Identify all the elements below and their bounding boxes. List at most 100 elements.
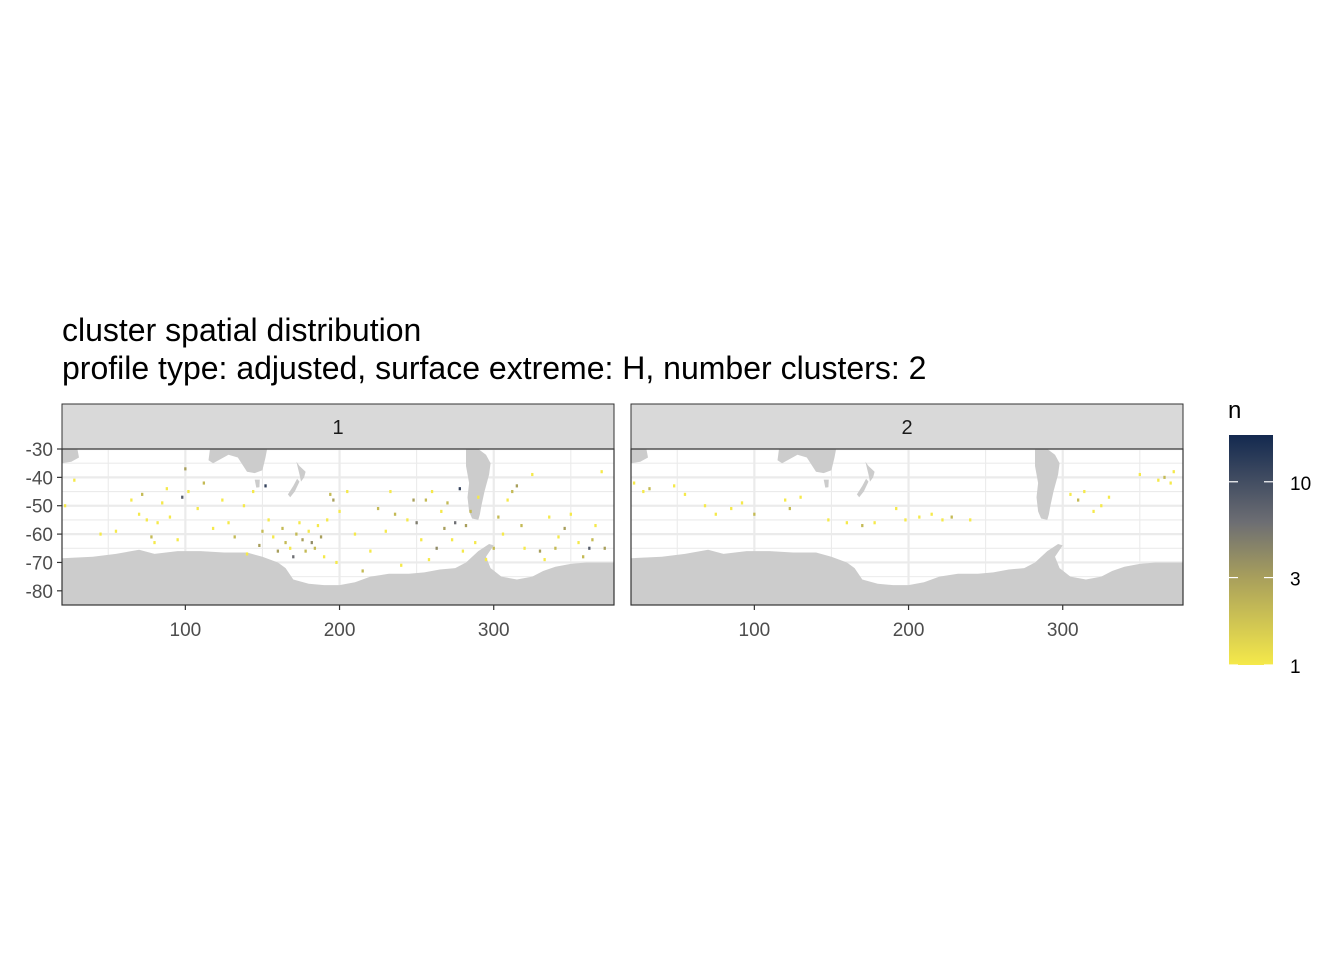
- facet-strip-label: 1: [332, 417, 343, 439]
- y-tick-label: -40: [26, 468, 53, 489]
- panel-border: [630, 448, 1184, 606]
- y-tick-label: -70: [26, 553, 53, 574]
- heatmap-cell: [1172, 470, 1175, 474]
- heatmap-cell: [1092, 509, 1095, 513]
- land-mask-2: [631, 449, 648, 464]
- heatmap-cell: [714, 512, 717, 516]
- heatmap-cell: [137, 512, 141, 516]
- heatmap-cell: [582, 555, 585, 559]
- heatmap-cell: [600, 470, 603, 474]
- panel-border: [61, 448, 615, 606]
- heatmap-cell: [272, 535, 275, 539]
- heatmap-cell: [703, 504, 707, 508]
- x-tick-label: 100: [170, 620, 202, 641]
- heatmap-cell: [603, 546, 606, 550]
- heatmap-cell: [861, 524, 864, 528]
- heatmap-cell: [591, 538, 594, 542]
- land-mask-4: [254, 479, 260, 488]
- heatmap-cell: [523, 546, 526, 550]
- land-mask-3: [777, 449, 837, 474]
- facet-strip-label: 2: [901, 417, 912, 439]
- y-tick-label: -60: [26, 525, 53, 546]
- heatmap-cell: [412, 498, 415, 502]
- heatmap-cell: [799, 495, 802, 499]
- heatmap-cell: [827, 518, 830, 522]
- heatmap-cell: [319, 535, 323, 539]
- chart-subtitle: profile type: adjusted, surface extreme:…: [62, 350, 927, 386]
- land-mask-0: [62, 544, 614, 605]
- land-mask-0: [631, 544, 1183, 605]
- land-mask-2: [62, 449, 79, 464]
- heatmap-cell: [450, 538, 454, 542]
- heatmap-cell: [384, 529, 387, 533]
- heatmap-cell: [474, 541, 477, 545]
- heatmap-cell: [181, 495, 184, 499]
- heatmap-cell: [400, 563, 403, 567]
- heatmap-cell: [73, 478, 76, 482]
- heatmap-cell: [406, 518, 409, 522]
- heatmap-cell: [543, 558, 546, 562]
- heatmap-cell: [484, 558, 488, 562]
- heatmap-cell: [258, 543, 261, 547]
- heatmap-cell: [141, 492, 144, 496]
- heatmap-cell: [1169, 481, 1172, 485]
- heatmap-cell: [114, 529, 118, 533]
- heatmap-cell: [477, 495, 480, 499]
- heatmap-cell: [161, 501, 164, 505]
- heatmap-cell: [430, 489, 434, 494]
- heatmap-cell: [221, 498, 224, 502]
- heatmap-cell: [1138, 472, 1141, 477]
- heatmap-cell: [538, 549, 542, 553]
- x-tick-label: 200: [893, 620, 925, 641]
- heatmap-cell: [461, 549, 465, 553]
- heatmap-cell: [446, 501, 449, 505]
- heatmap-cell: [393, 512, 397, 516]
- heatmap-cell: [492, 546, 495, 550]
- color-legend: n 1 3 10: [1228, 397, 1311, 678]
- heatmap-cell: [753, 512, 756, 516]
- legend-title: n: [1228, 397, 1241, 424]
- land-mask-1: [1035, 449, 1060, 520]
- heatmap-cell: [1107, 495, 1111, 499]
- heatmap-cell: [168, 515, 172, 519]
- heatmap-cell: [531, 472, 534, 477]
- heatmap-cell: [930, 512, 933, 516]
- land-mask-4: [823, 479, 829, 488]
- heatmap-cell: [440, 509, 443, 513]
- heatmap-cell: [1100, 504, 1103, 508]
- heatmap-cell: [740, 501, 744, 505]
- heatmap-cell: [353, 532, 357, 536]
- heatmap-cell: [594, 524, 597, 528]
- heatmap-cell: [346, 489, 349, 494]
- heatmap-cell: [501, 532, 505, 536]
- heatmap-cell: [284, 541, 287, 545]
- heatmap-cell: [788, 507, 791, 511]
- heatmap-cell: [557, 535, 560, 539]
- heatmap-cell: [1083, 489, 1086, 494]
- heatmap-cell: [588, 546, 591, 550]
- heatmap-cell: [673, 484, 676, 488]
- heatmap-cell: [443, 526, 446, 530]
- heatmap-cell: [454, 521, 457, 525]
- heatmap-cell: [548, 515, 551, 519]
- heatmap-cell: [276, 549, 280, 553]
- heatmap-cell: [196, 507, 199, 511]
- heatmap-cell: [252, 489, 255, 494]
- heatmap-cell: [648, 487, 651, 491]
- heatmap-cell: [267, 518, 270, 522]
- heatmap-cell: [165, 487, 169, 491]
- heatmap-cell: [918, 515, 921, 519]
- heatmap-cell: [873, 521, 876, 525]
- heatmap-cell: [554, 546, 557, 550]
- y-tick-label: -80: [26, 582, 53, 603]
- heatmap-cell: [569, 512, 572, 516]
- heatmap-cell: [264, 484, 267, 488]
- heatmap-cell: [376, 507, 380, 511]
- heatmap-cell: [310, 541, 313, 545]
- heatmap-cell: [845, 521, 849, 525]
- heatmap-cell: [424, 498, 428, 502]
- heatmap-cell: [316, 524, 320, 528]
- heatmap-cell: [150, 535, 153, 539]
- heatmap-cell: [506, 498, 509, 502]
